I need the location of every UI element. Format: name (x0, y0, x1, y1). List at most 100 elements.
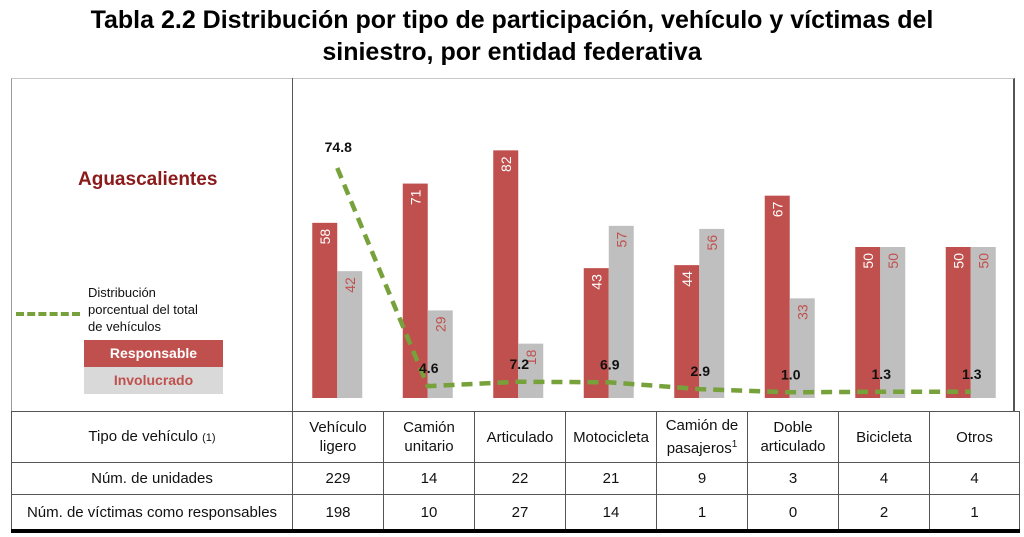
column-header-line-2: pasajeros1 (657, 435, 747, 458)
line-label-7: 1.3 (962, 366, 982, 382)
legend-involucrado: Involucrado (84, 367, 223, 394)
left-panel-divider (292, 78, 293, 411)
bar-responsable-5 (764, 195, 790, 398)
table-row: Núm. de víctimas como responsables 198 10… (11, 494, 1020, 533)
table-cell: 10 (383, 494, 475, 533)
legend-line-swatch (16, 312, 80, 316)
bar-responsable-7 (945, 247, 971, 398)
bar-label-responsable-1: 71 (407, 189, 423, 205)
table-cell: 229 (292, 462, 384, 495)
column-header: Vehículo ligero (292, 411, 384, 463)
table-cell: 21 (565, 462, 657, 495)
bar-label-responsable-0: 58 (317, 229, 333, 245)
column-header: Articulado (474, 411, 566, 463)
table-cell: 14 (383, 462, 475, 495)
bar-involucrado-7 (970, 247, 996, 398)
bar-label-involucrado-6: 50 (885, 253, 901, 269)
column-header: Camión de pasajeros1 (656, 411, 748, 463)
bar-label-responsable-2: 82 (498, 156, 514, 172)
header-note: (1) (202, 431, 216, 444)
bar-responsable-6 (855, 247, 881, 398)
column-header-line-1: Camión de (665, 417, 739, 434)
column-header-line-1: Doble (773, 419, 813, 436)
bar-label-involucrado-1: 29 (432, 316, 448, 332)
bar-responsable-0 (312, 222, 338, 398)
entity-name: Aguascalientes (78, 169, 218, 190)
column-header: Camión unitario (383, 411, 475, 463)
column-header: Bicicleta (838, 411, 930, 463)
table-cell: 0 (747, 494, 839, 533)
table-cell: 1 (929, 494, 1020, 533)
line-label-2: 7.2 (510, 356, 530, 372)
header-label-cell: Tipo de vehículo (1) (11, 411, 293, 463)
bar-responsable-4 (674, 265, 700, 398)
page-title: Tabla 2.2 Distribución por tipo de parti… (0, 4, 1024, 68)
bar-label-involucrado-4: 56 (704, 235, 720, 251)
row-label: Núm. de víctimas como responsables (11, 494, 293, 533)
column-header-line-1: Motocicleta (573, 428, 649, 446)
table-cell: 9 (656, 462, 748, 495)
bar-label-involucrado-7: 50 (975, 253, 991, 269)
table-cell: 3 (747, 462, 839, 495)
table-cell: 22 (474, 462, 566, 495)
bar-involucrado-3 (608, 225, 634, 398)
data-table: Tipo de vehículo (1) Vehículo ligero Camió… (11, 411, 1020, 533)
bar-responsable-2 (493, 150, 519, 398)
bar-label-involucrado-2: 18 (523, 349, 539, 365)
bar-involucrado-2 (518, 343, 544, 398)
column-header-line-1: Articulado (486, 428, 554, 446)
legend-responsable: Responsable (84, 340, 223, 367)
chart-frame (11, 78, 1015, 411)
line-label-3: 6.9 (600, 356, 620, 372)
table-row: Núm. de unidades 229 14 22 21 9 3 4 4 (11, 462, 1020, 495)
column-header: Doble articulado (747, 411, 839, 463)
legend-line-label-3: de vehículos (88, 319, 161, 334)
bar-label-responsable-4: 44 (679, 271, 695, 287)
table-cell: 1 (656, 494, 748, 533)
title-line-1: Tabla 2.2 Distribución por tipo de parti… (90, 6, 934, 34)
column-header-line-2: ligero (293, 437, 383, 456)
line-label-6: 1.3 (872, 366, 892, 382)
table-cell: 2 (838, 494, 930, 533)
bar-involucrado-6 (880, 247, 906, 398)
line-label-0: 74.8 (325, 139, 352, 155)
line-label-4: 2.9 (691, 363, 711, 379)
bar-involucrado-5 (789, 298, 815, 398)
table-cell: 198 (292, 494, 384, 533)
bar-label-responsable-5: 67 (769, 201, 785, 217)
column-header-line-2: unitario (384, 437, 474, 456)
column-header: Otros (929, 411, 1020, 463)
column-header-line-2-text: articulado (760, 438, 826, 455)
bar-label-involucrado-0: 42 (342, 277, 358, 293)
bar-label-responsable-7: 50 (950, 253, 966, 269)
line-series-distribucion (335, 167, 971, 395)
header-label: Tipo de vehículo (88, 427, 198, 445)
column-header-line-1: Camión (403, 419, 455, 436)
column-header-line-1: Otros (956, 428, 993, 446)
legend-line-label-1: Distribución (88, 285, 156, 300)
table-cell: 14 (565, 494, 657, 533)
table-cell: 4 (929, 462, 1020, 495)
column-header-line-1: Vehículo (309, 419, 367, 436)
bar-involucrado-0 (337, 271, 363, 398)
column-header-line-2: articulado (748, 437, 838, 456)
line-label-1: 4.6 (419, 360, 439, 376)
bar-label-responsable-6: 50 (860, 253, 876, 269)
column-header-line-2-text: pasajeros (666, 440, 732, 457)
column-header-line-1: Bicicleta (856, 428, 912, 446)
table-cell: 4 (838, 462, 930, 495)
bar-responsable-3 (583, 268, 609, 398)
bar-involucrado-4 (699, 228, 725, 398)
bar-label-responsable-3: 43 (588, 274, 604, 290)
legend-line-label: Distribución porcentual del total de veh… (88, 284, 248, 335)
bar-label-involucrado-5: 33 (794, 304, 810, 320)
row-label: Núm. de unidades (11, 462, 293, 495)
bar-responsable-1 (402, 183, 428, 398)
bar-label-involucrado-3: 57 (613, 232, 629, 248)
title-line-2: siniestro, por entidad federativa (322, 38, 702, 66)
table-cell: 27 (474, 494, 566, 533)
legend-line-label-2: porcentual del total (88, 302, 198, 317)
column-header: Motocicleta (565, 411, 657, 463)
table-header-row: Tipo de vehículo (1) Vehículo ligero Camió… (11, 411, 1020, 463)
